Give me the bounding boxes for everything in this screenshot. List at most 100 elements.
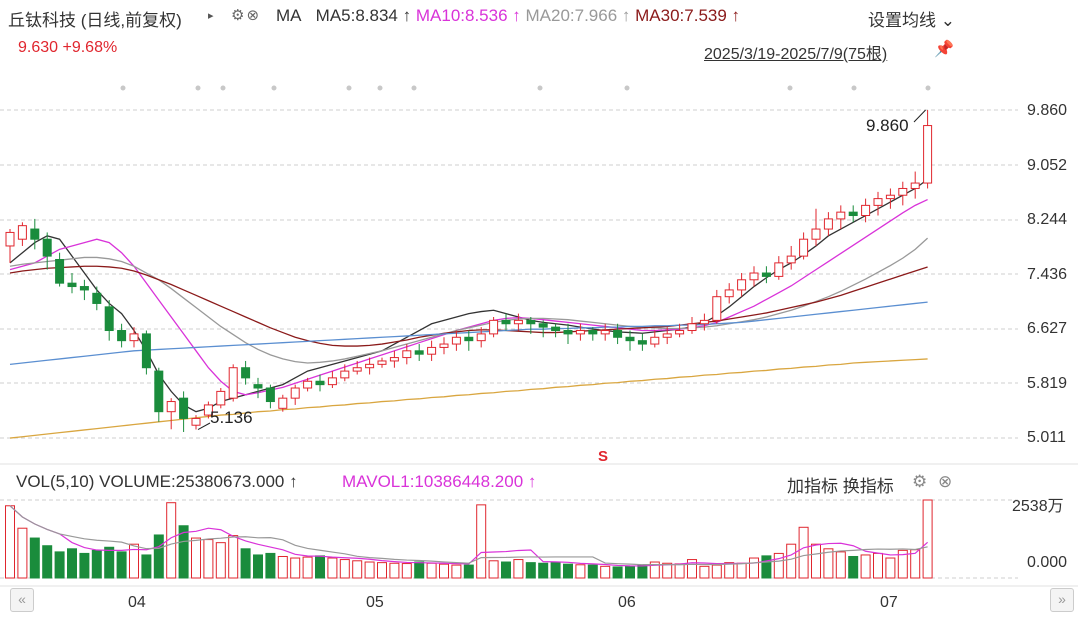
candle-body [104, 306, 114, 332]
event-marker [120, 85, 126, 91]
candle-body [625, 336, 635, 342]
volume-bar [612, 566, 623, 579]
candle-body [885, 194, 895, 200]
event-marker [195, 85, 201, 91]
candle-body [42, 238, 52, 257]
date-range[interactable]: 2025/3/19-2025/7/9(75根) [704, 46, 888, 63]
event-marker [624, 85, 630, 91]
volume-bar [823, 548, 834, 579]
candle-body [526, 319, 536, 325]
event-marker [411, 85, 417, 91]
candle-body [241, 367, 251, 379]
candle-body [265, 387, 275, 403]
volume-bar [649, 561, 660, 579]
gear-close-icon[interactable]: ⚙⊗ [231, 7, 262, 24]
volume-bar [17, 527, 28, 579]
candle-body [613, 330, 623, 338]
indicator-buttons[interactable]: 加指标 换指标 [787, 477, 894, 496]
volume-bar [116, 551, 127, 579]
candle-body [513, 319, 523, 325]
scroll-right-button[interactable]: » [1050, 588, 1074, 612]
candle-body [538, 323, 548, 328]
volume-bar [290, 557, 301, 579]
price-tick-label: 7.436 [1027, 266, 1068, 283]
candle-body [141, 333, 151, 369]
volume-bar [637, 564, 648, 579]
candle-body [203, 404, 213, 416]
volume-bar [550, 561, 561, 579]
candle-body [563, 330, 573, 335]
volume-bar [786, 543, 797, 579]
candle-body [637, 340, 647, 345]
volume-bar [265, 552, 276, 579]
volume-bar [401, 563, 412, 579]
candle-body [799, 238, 809, 257]
mavol-value: MAVOL1:10386448.200 ↑ [342, 472, 537, 491]
event-marker [346, 85, 352, 91]
signal-label: S [598, 448, 608, 465]
volume-bar [67, 548, 77, 579]
volume-bar [463, 564, 474, 579]
candle-body [352, 367, 362, 372]
volume-bar [302, 556, 313, 579]
volume-bar [749, 557, 759, 579]
volume-bar [711, 564, 722, 579]
candle-body [650, 336, 660, 345]
volume-bar [476, 504, 487, 579]
candle-body [836, 211, 846, 220]
candle-body [712, 296, 722, 321]
high-annotation: 9.860 [866, 116, 909, 135]
candle-body [439, 343, 449, 348]
pin-icon[interactable]: 📌 [934, 41, 954, 58]
volume-bar [687, 559, 697, 579]
ma20-value: MA20:7.966 ↑ [525, 6, 631, 25]
volume-bar [277, 555, 288, 579]
candle-body [179, 397, 189, 419]
volume-bar [203, 539, 214, 579]
candle-body [17, 225, 27, 240]
candle-body [923, 125, 933, 184]
expand-arrow-icon[interactable]: ▸ [208, 10, 214, 22]
low-annotation: 5.136 [210, 408, 253, 427]
candle-body [600, 330, 610, 335]
price-change: 9.630 +9.68% [18, 39, 118, 56]
volume-bar [191, 537, 201, 579]
volume-bar [352, 560, 363, 579]
candle-body [389, 357, 399, 362]
ma-settings-button[interactable]: 设置均线 ⌄ [868, 11, 955, 30]
candle-body [377, 360, 387, 365]
close-icon[interactable]: ⊗ [938, 472, 953, 491]
volume-bar [153, 534, 164, 579]
mavol5-line [9, 505, 928, 567]
price-tick-label: 5.819 [1027, 375, 1068, 392]
scroll-left-button[interactable]: « [10, 588, 34, 612]
candle-body [278, 397, 288, 409]
candle-body [30, 228, 40, 240]
x-tick-label: 04 [128, 594, 146, 611]
ma-legend: MA MA5:8.834 ↑ MA10:8.536 ↑ MA20:7.966 ↑… [276, 6, 740, 26]
candle-body [117, 330, 127, 342]
candle-body [303, 380, 313, 389]
volume-bar [761, 555, 772, 579]
candle-body [129, 333, 139, 342]
volume-bar [798, 526, 809, 579]
ma120-line [9, 358, 928, 439]
volume-bar [240, 548, 251, 579]
event-marker [925, 85, 931, 91]
candle-body [687, 323, 697, 332]
low-arrow [197, 422, 211, 430]
stock-title[interactable]: 丘钛科技 (日线,前复权) [8, 11, 182, 30]
price-tick-label: 8.244 [1027, 211, 1068, 228]
volume-bar [575, 564, 586, 579]
volume-bar [129, 543, 139, 579]
price-tick-label: 5.011 [1027, 429, 1066, 446]
price-tick-label: 6.627 [1027, 320, 1068, 337]
x-tick-label: 05 [366, 594, 384, 611]
gear-icon[interactable]: ⚙ [912, 472, 928, 491]
candle-body [786, 255, 796, 264]
volume-bar [377, 562, 387, 579]
volume-bar [42, 545, 53, 579]
x-tick-label: 06 [618, 594, 636, 611]
volume-bar [501, 561, 511, 579]
